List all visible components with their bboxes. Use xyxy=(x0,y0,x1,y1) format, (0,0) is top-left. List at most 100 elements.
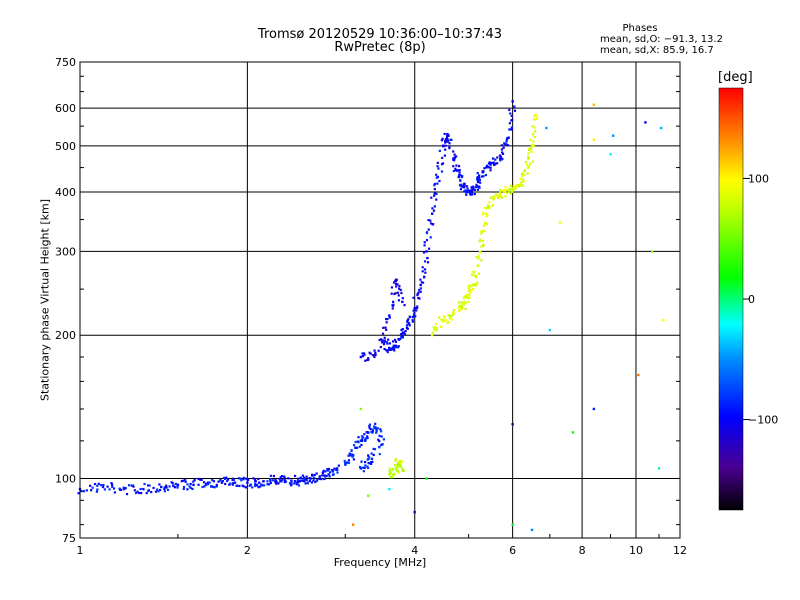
echo-point xyxy=(508,122,512,125)
echo-point xyxy=(304,482,307,485)
echo-point xyxy=(96,488,99,491)
echo-point xyxy=(491,196,494,199)
echo-point xyxy=(479,181,482,184)
echo-point xyxy=(160,485,163,489)
echo-point xyxy=(460,301,463,304)
echo-point xyxy=(536,116,539,119)
echo-point xyxy=(433,328,436,331)
echo-point xyxy=(447,140,450,143)
echo-point xyxy=(421,281,425,284)
echo-point xyxy=(462,296,465,299)
echo-point xyxy=(359,439,363,443)
echo-point xyxy=(484,212,488,215)
echo-point xyxy=(383,347,386,351)
echo-point xyxy=(367,456,370,459)
echo-point xyxy=(267,483,271,486)
echo-point xyxy=(485,166,488,169)
echo-point xyxy=(260,483,263,486)
echo-point xyxy=(380,435,383,438)
echo-point xyxy=(452,165,455,168)
echo-point xyxy=(399,333,403,336)
echo-point xyxy=(156,488,159,491)
echo-point xyxy=(328,475,331,478)
echo-point xyxy=(289,481,292,485)
echo-point xyxy=(408,322,411,325)
echo-point xyxy=(441,156,444,159)
echo-point xyxy=(215,483,218,486)
echo-point xyxy=(159,488,162,492)
echo-point xyxy=(521,172,524,175)
echo-point xyxy=(592,138,596,141)
echo-point xyxy=(398,285,401,288)
echo-point xyxy=(375,429,378,432)
echo-point xyxy=(442,145,445,148)
echo-point xyxy=(433,182,436,185)
echo-point xyxy=(423,260,427,263)
echo-point xyxy=(189,486,192,490)
echo-point xyxy=(366,437,369,440)
echo-point xyxy=(323,477,327,480)
phases-x-stats: mean, sd,X: 85.9, 16.7 xyxy=(600,45,714,56)
echo-point xyxy=(506,144,510,147)
echo-point xyxy=(246,478,250,482)
echo-point xyxy=(509,192,512,195)
echo-point xyxy=(415,309,418,312)
echo-point xyxy=(458,173,461,177)
echo-point xyxy=(448,317,452,320)
echo-point xyxy=(464,295,467,298)
echo-point xyxy=(330,469,334,472)
echo-point xyxy=(322,469,325,472)
echo-point xyxy=(238,477,241,480)
echo-point xyxy=(496,196,499,199)
echo-point xyxy=(176,485,179,488)
echo-point xyxy=(440,139,443,142)
echo-point xyxy=(416,292,419,296)
echo-point xyxy=(441,162,445,165)
echo-point xyxy=(152,486,155,490)
echo-point xyxy=(465,191,468,194)
echo-point xyxy=(419,290,422,293)
echo-point xyxy=(367,358,370,361)
echo-point xyxy=(394,457,398,461)
echo-point xyxy=(224,482,227,486)
echo-point xyxy=(352,444,356,447)
echo-point xyxy=(354,440,357,444)
echo-point xyxy=(364,359,367,362)
echo-point xyxy=(405,324,409,327)
echo-point xyxy=(186,488,189,491)
echo-point xyxy=(259,485,262,488)
echo-point xyxy=(519,184,523,188)
echo-point xyxy=(401,300,404,304)
echo-point xyxy=(269,481,272,485)
echo-point xyxy=(359,467,363,470)
echo-point xyxy=(182,479,185,482)
echo-point xyxy=(487,205,490,208)
echo-point xyxy=(388,346,391,350)
echo-point xyxy=(297,484,301,487)
echo-point xyxy=(348,452,351,455)
echo-point xyxy=(395,345,398,349)
echo-point xyxy=(184,478,187,482)
echo-point xyxy=(125,492,129,496)
echo-point xyxy=(381,443,384,446)
echo-point xyxy=(412,309,415,312)
echo-point xyxy=(173,486,177,489)
echo-point xyxy=(158,483,161,486)
echo-point xyxy=(398,287,401,290)
echo-point xyxy=(400,328,403,332)
echo-point xyxy=(387,338,390,341)
echo-point xyxy=(351,523,355,526)
echo-point xyxy=(414,315,417,318)
echo-point xyxy=(362,466,365,469)
echo-point xyxy=(192,483,195,487)
echo-point xyxy=(327,469,330,472)
echo-point xyxy=(535,117,538,121)
echo-point xyxy=(93,483,97,486)
echo-point xyxy=(146,484,150,487)
echo-point xyxy=(457,175,460,179)
echo-point xyxy=(397,299,401,302)
echo-point xyxy=(383,336,386,339)
echo-point xyxy=(106,485,109,488)
echo-point xyxy=(530,150,533,154)
